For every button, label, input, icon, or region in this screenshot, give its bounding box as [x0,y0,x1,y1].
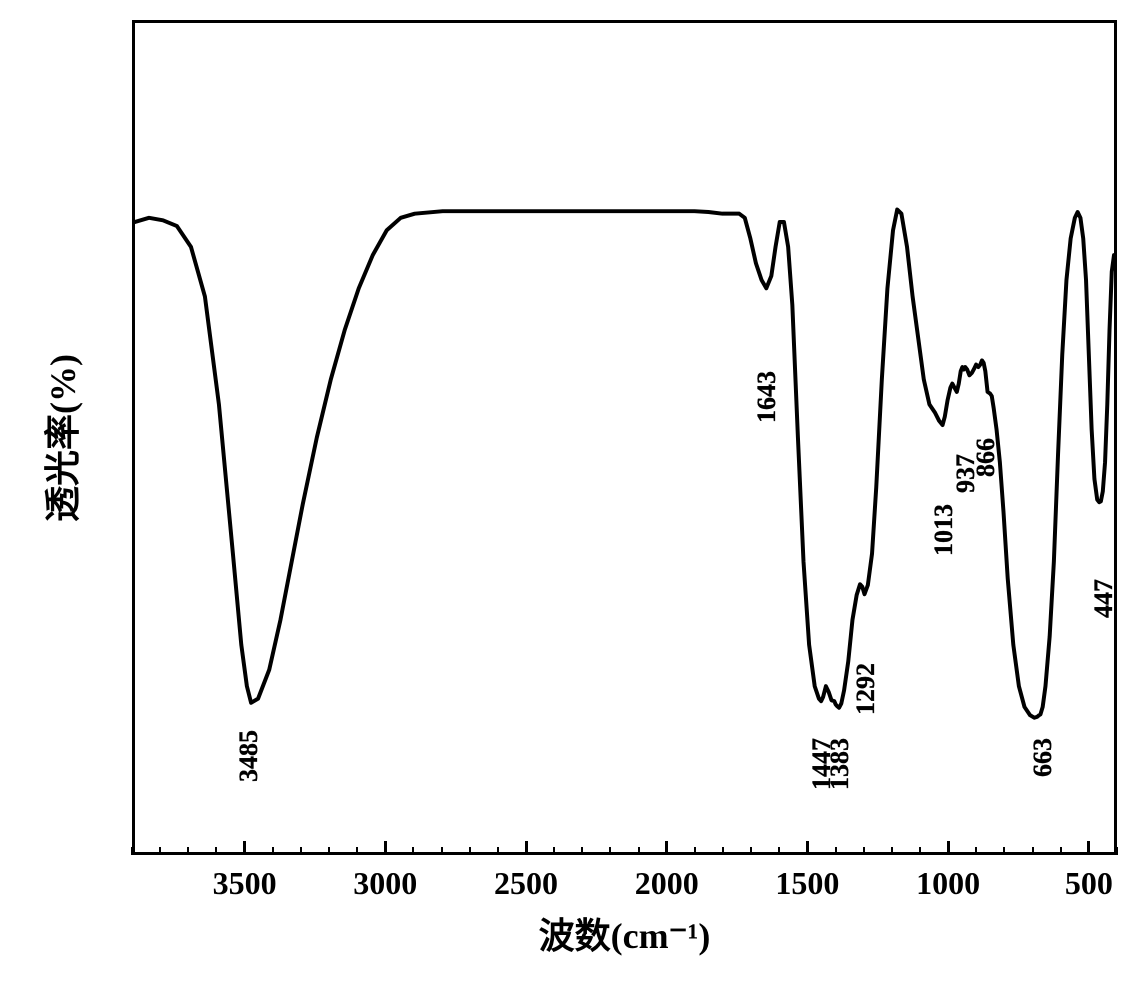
x-major-tick [384,841,387,855]
x-major-tick [665,841,668,855]
x-minor-tick [553,847,555,855]
x-minor-tick [722,847,724,855]
x-major-tick [806,841,809,855]
figure-container: 透光率(%) 波数(cm⁻¹) 3500 3000 2500 2000 1500 1000… [0,0,1142,1002]
x-minor-tick [750,847,752,855]
peak-label: 866 [971,438,1001,477]
x-minor-tick [497,847,499,855]
x-minor-tick [131,847,133,855]
x-minor-tick [975,847,977,855]
x-minor-tick [441,847,443,855]
x-minor-tick [1116,847,1118,855]
x-minor-tick [1060,847,1062,855]
peak-label: 663 [1028,738,1058,777]
x-minor-tick [778,847,780,855]
x-minor-tick [891,847,893,855]
x-minor-tick [835,847,837,855]
x-minor-tick [328,847,330,855]
x-tick-label: 1500 [775,865,839,902]
peak-label: 1292 [851,663,881,715]
peak-label: 1643 [752,371,782,423]
x-minor-tick [356,847,358,855]
x-tick-label: 500 [1065,865,1113,902]
x-tick-label: 2000 [635,865,699,902]
x-tick-label: 3000 [353,865,417,902]
x-minor-tick [581,847,583,855]
x-minor-tick [469,847,471,855]
peak-label: 447 [1089,579,1119,618]
spectrum-line [135,23,1114,852]
x-minor-tick [412,847,414,855]
x-major-tick [243,841,246,855]
x-minor-tick [694,847,696,855]
x-minor-tick [863,847,865,855]
x-tick-label: 3500 [213,865,277,902]
x-minor-tick [300,847,302,855]
x-major-tick [1087,841,1090,855]
x-minor-tick [1032,847,1034,855]
peak-label: 1383 [825,738,855,790]
x-minor-tick [159,847,161,855]
x-major-tick [947,841,950,855]
peak-label: 1013 [929,504,959,556]
peak-label: 3485 [234,730,264,782]
x-minor-tick [215,847,217,855]
x-major-tick [525,841,528,855]
x-tick-label: 1000 [916,865,980,902]
x-minor-tick [638,847,640,855]
x-minor-tick [187,847,189,855]
x-axis-label: 波数(cm⁻¹) [539,907,711,959]
x-tick-label: 2500 [494,865,558,902]
x-minor-tick [1003,847,1005,855]
x-minor-tick [919,847,921,855]
plot-area [132,20,1117,855]
x-minor-tick [609,847,611,855]
y-axis-label: 透光率(%) [34,354,86,522]
x-minor-tick [272,847,274,855]
